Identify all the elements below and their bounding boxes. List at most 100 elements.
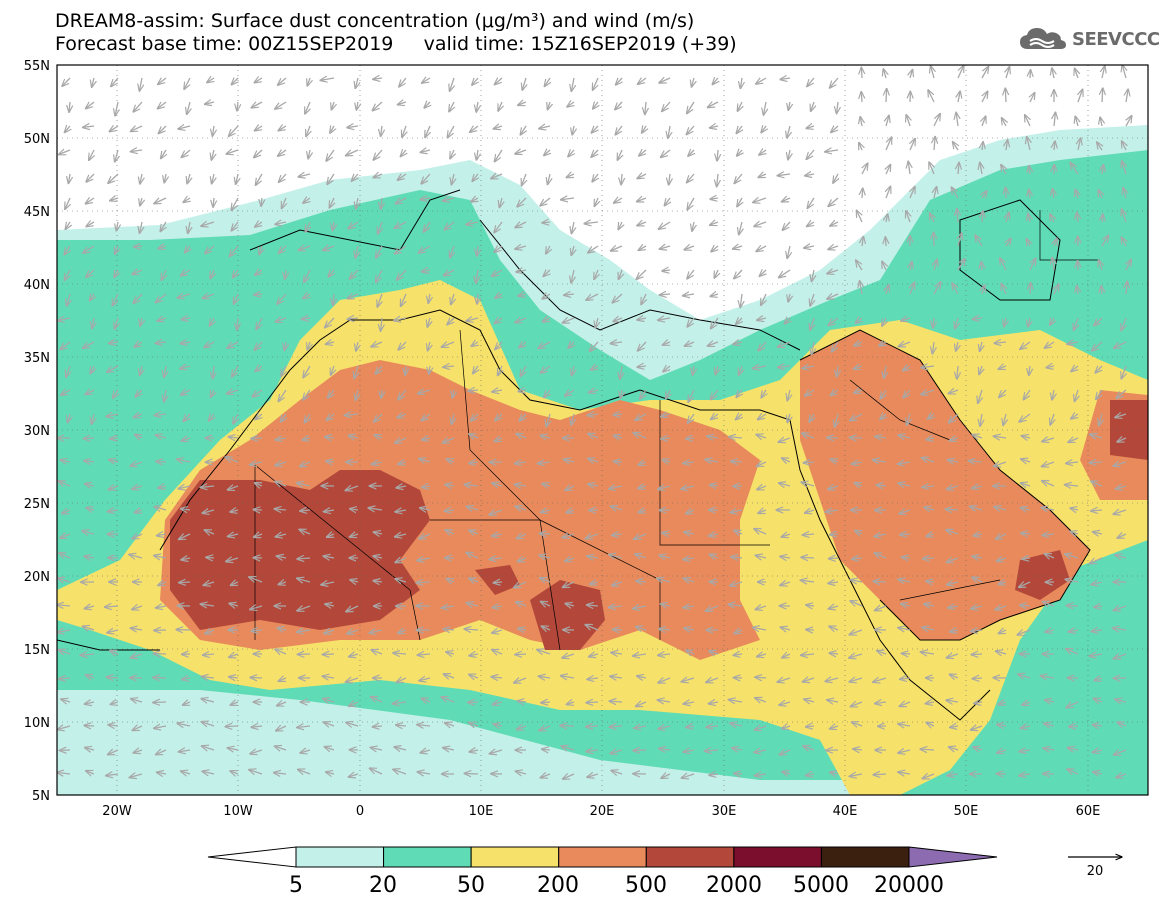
wind-arrow [1074,389,1078,401]
wind-arrow [758,414,767,420]
wind-arrow [92,77,94,87]
wind-arrow [1000,258,1007,271]
wind-arrow [429,365,430,374]
wind-arrow [115,317,118,329]
wind-arrow [830,77,839,88]
wind-arrow [1068,438,1079,442]
wind-arrow [1021,533,1031,534]
wind-arrow [688,150,694,156]
wind-arrow [635,413,647,420]
wind-arrow [355,389,358,400]
wind-arrow [212,125,214,136]
wind-arrow [307,341,310,350]
wind-arrow [274,509,287,510]
wind-arrow [924,604,935,606]
wind-arrow [494,221,503,233]
wind-arrow [544,389,550,398]
wind-arrow [133,414,143,417]
wind-arrow [419,459,431,462]
wind-arrow [981,262,982,271]
wind-arrow [1075,189,1078,199]
wind-arrow [588,484,599,486]
wind-arrow [421,173,431,184]
wind-arrow [443,270,455,276]
wind-arrow [134,246,143,247]
wind-arrow [397,414,407,418]
colorbar-label: 200 [537,873,579,898]
wind-arrow [1044,554,1055,558]
wind-arrow [285,269,286,279]
wind-arrow [663,366,670,372]
wind-arrow [398,341,407,350]
wind-arrow [373,532,383,534]
wind-arrow [1030,283,1031,295]
wind-arrow [373,581,383,582]
wind-arrow [1071,414,1078,419]
wind-arrow [787,125,790,138]
wind-arrow [82,626,95,630]
wind-arrow [920,749,935,750]
wind-arrow [1052,389,1054,400]
wind-arrow [782,221,791,230]
wind-arrow [662,533,671,534]
wind-arrow [84,606,95,609]
wind-arrow [1075,68,1078,79]
wind-arrow [616,78,622,85]
wind-arrow [563,459,575,462]
wind-arrow [910,187,915,199]
wind-arrow [234,293,238,304]
wind-arrow [115,245,118,254]
wind-arrow [1122,141,1126,151]
wind-arrow [948,390,959,394]
lon-label: 0 [356,804,364,819]
lon-label: 50E [954,804,979,819]
wind-arrow [924,507,935,510]
wind-arrow [566,510,575,513]
wind-arrow [1025,115,1030,127]
lon-label: 40E [833,804,858,819]
wind-arrow [546,245,550,254]
wind-arrow [212,365,214,379]
lon-label: 10E [469,804,494,819]
wind-arrow [641,293,646,304]
wind-arrow [587,414,599,415]
colorbar-label: 500 [625,873,667,898]
wind-arrow [356,341,358,351]
wind-arrow [515,150,527,154]
wind-arrow [903,389,911,398]
wind-arrow [494,318,503,323]
wind-arrow [662,460,671,462]
wind-arrow [930,213,934,223]
wind-arrow [424,102,430,108]
wind-arrow [956,341,958,351]
wind-arrow [65,126,70,132]
wind-arrow [254,341,263,350]
dust-field [57,65,1148,795]
wind-arrow [637,318,647,320]
wind-arrow [469,462,479,463]
wind-arrow [90,365,94,374]
wind-arrow [613,318,623,322]
wind-arrow [156,461,167,462]
wind-arrow [921,458,935,462]
wind-arrow [398,462,407,464]
wind-arrow [1094,317,1103,326]
wind-arrow [466,318,479,321]
wind-arrow [375,365,382,374]
wind-arrow [1030,93,1035,103]
wind-arrow [187,173,190,184]
wind-arrow [181,509,191,510]
dust-zone-500-2000 [1015,550,1070,600]
colorbar-box [383,846,472,868]
wind-arrow [231,221,239,231]
wind-arrow [86,173,95,182]
wind-arrow [711,317,719,329]
wind-arrow [980,413,982,426]
wind-arrow [181,558,191,560]
wind-arrow [82,531,95,534]
wind-arrow [717,149,718,161]
wind-arrow [1019,413,1031,422]
wind-arrow [1098,190,1102,199]
wind-arrow [780,78,791,79]
wind-arrow [737,150,742,156]
